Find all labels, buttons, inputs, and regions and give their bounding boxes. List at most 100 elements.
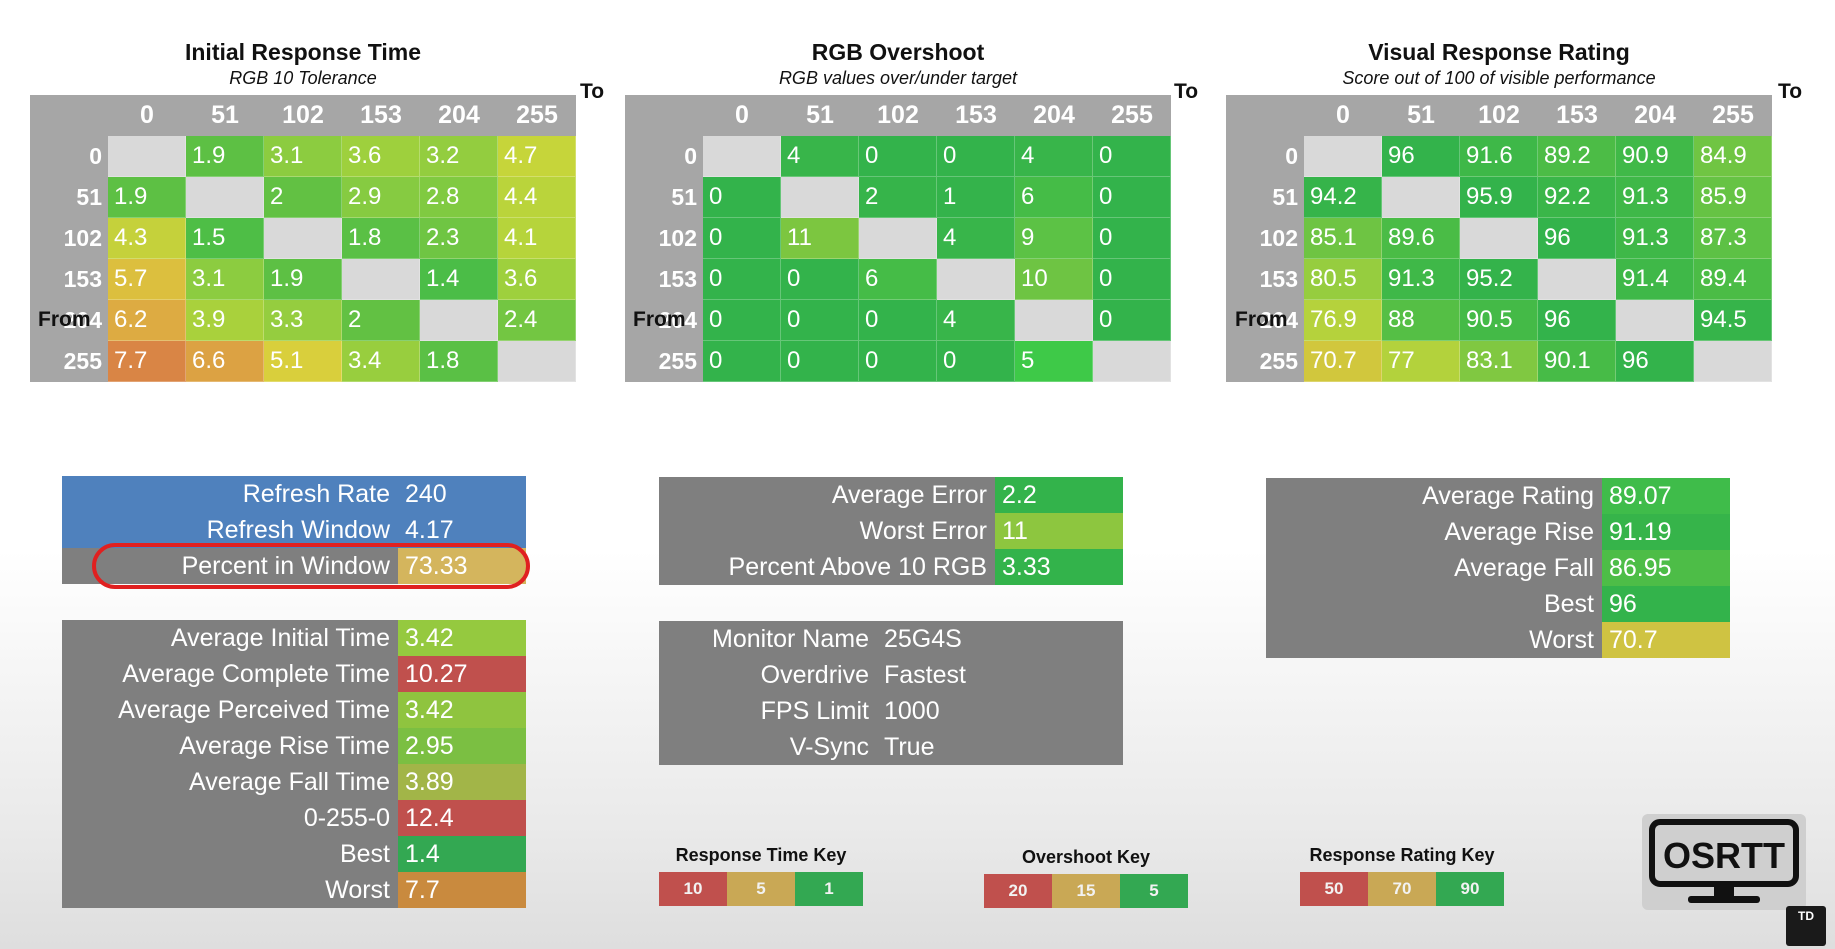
- heatmap-cell: 85.1: [1304, 218, 1382, 259]
- stat-value: 3.42: [398, 620, 526, 656]
- heatmap-cell: 0: [703, 259, 781, 300]
- column-header: 102: [877, 101, 919, 129]
- heatmap-grid: 0 51 102 153 204 255 0 4 0 0 4 0 51 0 2 1 6 0 102 0 11 4 9 0 153…: [625, 95, 1171, 382]
- stat-label: Average Error: [831, 480, 987, 509]
- heatmap-cell: 0: [781, 341, 859, 382]
- heatmap-cell: 0: [1093, 218, 1171, 259]
- heatmap-cell: 1: [937, 177, 1015, 218]
- grid-corner: [30, 95, 108, 136]
- column-header: 204: [438, 101, 480, 129]
- stat-row: FPS Limit 1000: [659, 693, 1123, 729]
- stat-label: Best: [1543, 589, 1594, 618]
- key-swatch: 1: [795, 872, 863, 906]
- heatmap-cell-empty: [108, 136, 186, 177]
- from-label: From: [1235, 308, 1288, 331]
- heatmap-cell: 91.3: [1616, 218, 1694, 259]
- stat-label: Worst: [1529, 625, 1594, 654]
- heatmap-cell: 3.9: [186, 300, 264, 341]
- row-header: 102: [1259, 225, 1298, 251]
- heatmap-cell-empty: [1015, 300, 1093, 341]
- heatmap-cell: 94.5: [1694, 300, 1772, 341]
- stat-value: 2.2: [995, 477, 1123, 513]
- heatmap-cell: 5: [1015, 341, 1093, 382]
- heatmap-cell-empty: [781, 177, 859, 218]
- heatmap-cell: 96: [1538, 218, 1616, 259]
- heatmap-cell: 0: [1093, 259, 1171, 300]
- heatmap-subtitle: RGB 10 Tolerance: [229, 68, 377, 88]
- row-header: 51: [76, 184, 102, 210]
- heatmap-cell: 2.3: [420, 218, 498, 259]
- stat-row: Monitor Name 25G4S: [659, 621, 1123, 657]
- heatmap-cell: 85.9: [1694, 177, 1772, 218]
- rating-panel: Average Rating 89.07 Average Rise 91.19 Aver…: [1266, 478, 1730, 658]
- heatmap-grid: 0 51 102 153 204 255 0 96 91.6 89.2 90.9 84.9 51 94.2…: [1226, 95, 1772, 382]
- heatmap-cell: 90.1: [1538, 341, 1616, 382]
- heatmap-cell: 6: [1015, 177, 1093, 218]
- heatmap-cell: 95.9: [1460, 177, 1538, 218]
- heatmap-cell-empty: [186, 177, 264, 218]
- row-header: 153: [658, 266, 697, 292]
- heatmap-cell-empty: [1538, 259, 1616, 300]
- column-header: 0: [140, 101, 154, 129]
- heatmap-cell: 70.7: [1304, 341, 1382, 382]
- key-title: Overshoot Key: [1021, 847, 1151, 867]
- stat-label: FPS Limit: [760, 696, 869, 725]
- refresh-rate-row: Refresh Rate 240: [62, 476, 526, 512]
- heatmap-cell: 0: [703, 218, 781, 259]
- heatmap-cell: 4: [781, 136, 859, 177]
- stat-label: Refresh Rate: [242, 479, 390, 508]
- key-swatch: 15: [1052, 874, 1120, 908]
- to-label: To: [1174, 80, 1199, 103]
- heatmap-cell-empty: [703, 136, 781, 177]
- stat-row: Best 1.4: [62, 836, 526, 872]
- grid-corner: [1226, 95, 1304, 136]
- initial-response-heatmap: Initial Response Time RGB 10 Tolerance 0…: [30, 38, 576, 382]
- stat-label: Average Fall Time: [188, 767, 390, 796]
- heatmap-cell: 91.6: [1460, 136, 1538, 177]
- heatmap-title: RGB Overshoot: [811, 39, 985, 65]
- visual-response-heatmap: Visual Response Rating Score out of 100 …: [1226, 38, 1772, 382]
- key-swatch: 70: [1368, 872, 1436, 906]
- row-header: 255: [1259, 348, 1298, 374]
- stat-value: 10.27: [398, 656, 526, 692]
- heatmap-cell: 94.2: [1304, 177, 1382, 218]
- stat-row: Overdrive Fastest: [659, 657, 1123, 693]
- stat-value: 7.7: [398, 872, 526, 908]
- stat-row: Average Complete Time 10.27: [62, 656, 526, 692]
- column-header: 204: [1634, 101, 1676, 129]
- stat-row: Average Perceived Time 3.42: [62, 692, 526, 728]
- row-header: 102: [658, 225, 697, 251]
- heatmap-cell-empty: [1304, 136, 1382, 177]
- column-header: 51: [1407, 101, 1435, 129]
- heatmap-cell: 4.3: [108, 218, 186, 259]
- heatmap-cell: 1.8: [420, 341, 498, 382]
- stat-row: Best 96: [1266, 586, 1730, 622]
- heatmap-cell: 83.1: [1460, 341, 1538, 382]
- column-header: 255: [1712, 101, 1754, 129]
- to-label: To: [580, 80, 605, 103]
- heatmap-cell: 0: [1093, 177, 1171, 218]
- stat-value: 91.19: [1602, 514, 1730, 550]
- monitor-icon: OSRTT: [1649, 819, 1799, 903]
- heatmap-cell-empty: [498, 341, 576, 382]
- key-swatch: 10: [659, 872, 727, 906]
- column-header: 102: [282, 101, 324, 129]
- row-header: 153: [1259, 266, 1298, 292]
- heatmap-cell: 4.1: [498, 218, 576, 259]
- stat-label: Worst Error: [859, 516, 987, 545]
- heatmap-cell: 7.7: [108, 341, 186, 382]
- highlight-ellipse: [92, 543, 530, 589]
- heatmap-cell: 2: [342, 300, 420, 341]
- heatmap-grid: 0 51 102 153 204 255 0 1.9 3.1 3.6 3.2 4.7 51 1.9 2 2.9…: [30, 95, 576, 382]
- heatmap-cell: 4.7: [498, 136, 576, 177]
- heatmap-cell: 10: [1015, 259, 1093, 300]
- heatmap-cell: 90.5: [1460, 300, 1538, 341]
- column-header: 153: [1556, 101, 1598, 129]
- heatmap-cell: 3.4: [342, 341, 420, 382]
- heatmap-cell: 0: [859, 341, 937, 382]
- stat-row: Average Fall Time 3.89: [62, 764, 526, 800]
- heatmap-cell: 88: [1382, 300, 1460, 341]
- overshoot-key: Overshoot Key 20 15 5: [984, 847, 1188, 908]
- heatmap-cell: 77: [1382, 341, 1460, 382]
- stat-value: 2.95: [398, 728, 526, 764]
